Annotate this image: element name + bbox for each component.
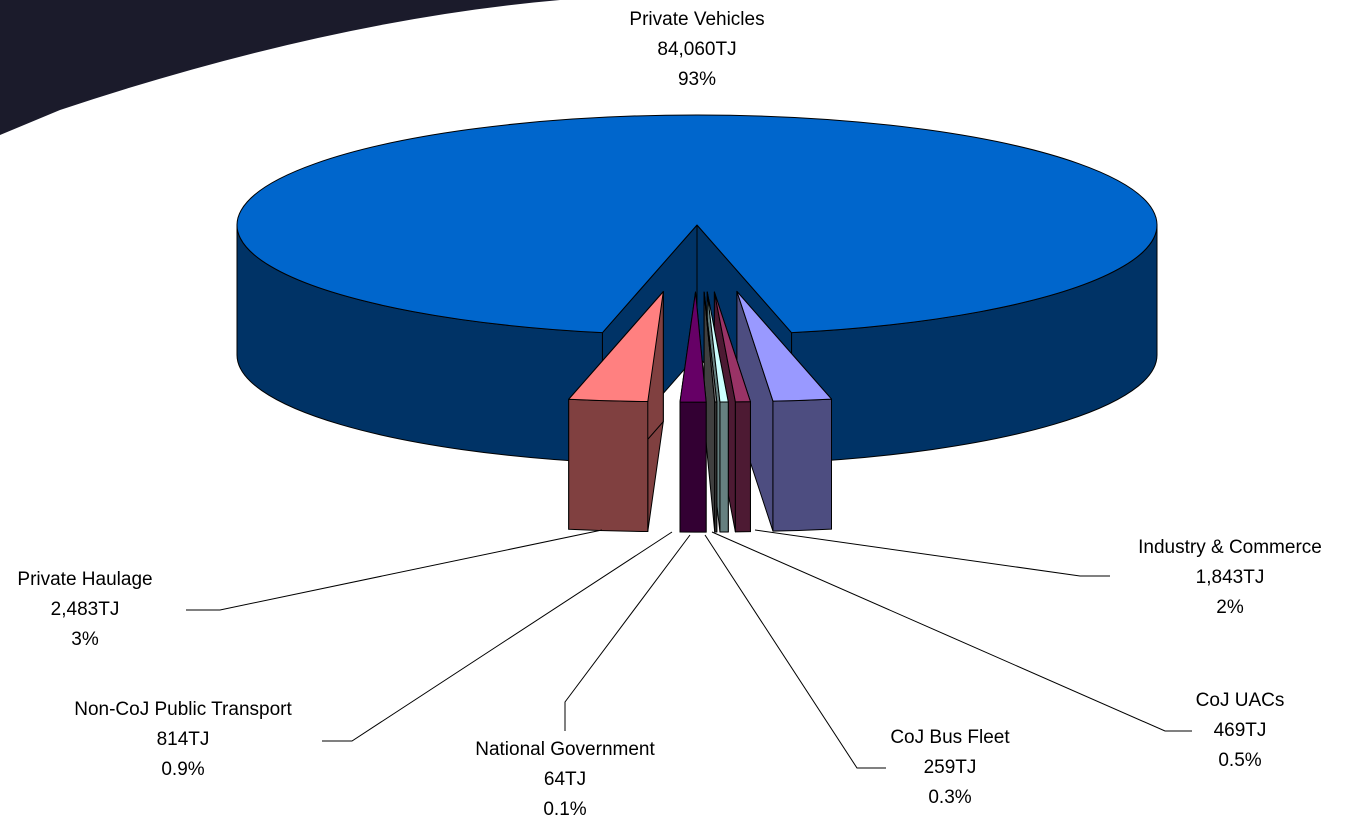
pie <box>236 114 1158 533</box>
leader-line <box>186 529 603 611</box>
percent-label: 2% <box>1216 597 1244 618</box>
value-label: 2,483TJ <box>51 599 120 620</box>
percent-label: 0.5% <box>1218 750 1261 771</box>
percent-label: 93% <box>678 69 716 90</box>
leader-line <box>754 529 1110 577</box>
value-label: 1,843TJ <box>1196 567 1265 588</box>
value-label: 84,060TJ <box>657 39 736 60</box>
slice <box>706 291 729 403</box>
percent-label: 0.9% <box>161 759 204 780</box>
slice-label: Private Vehicles <box>629 9 764 30</box>
slice <box>736 290 832 402</box>
slice-side <box>714 401 718 533</box>
slice-side <box>772 398 832 532</box>
background-photo <box>0 0 560 135</box>
slice <box>679 291 707 403</box>
labels: Private Vehicles 84,060TJ 93% Industry & Co… <box>17 9 1321 820</box>
percent-label: 3% <box>71 629 99 650</box>
slice-side <box>568 398 649 533</box>
slice-side <box>679 401 707 533</box>
value-label: 469TJ <box>1214 720 1267 741</box>
value-label: 814TJ <box>157 729 210 750</box>
percent-label: 0.3% <box>928 787 971 808</box>
slice-side <box>719 401 729 533</box>
slice <box>703 291 718 403</box>
slice-label: Industry & Commerce <box>1138 537 1322 558</box>
slice-side <box>734 401 751 533</box>
slice-label: Private Haulage <box>17 569 152 590</box>
percent-label: 0.1% <box>543 799 586 820</box>
value-label: 259TJ <box>924 757 977 778</box>
value-label: 64TJ <box>544 769 586 790</box>
leader-line <box>322 531 673 742</box>
slice-label: CoJ Bus Fleet <box>890 727 1010 748</box>
slice <box>568 291 664 403</box>
slice-label: CoJ UACs <box>1196 690 1285 711</box>
slice-label: Non-CoJ Public Transport <box>74 699 292 720</box>
leader-line <box>704 534 886 769</box>
slice <box>713 291 751 403</box>
slice-label: National Government <box>475 739 655 760</box>
leader-line <box>564 534 691 731</box>
slice <box>236 114 1158 334</box>
leader-line <box>711 531 1192 732</box>
